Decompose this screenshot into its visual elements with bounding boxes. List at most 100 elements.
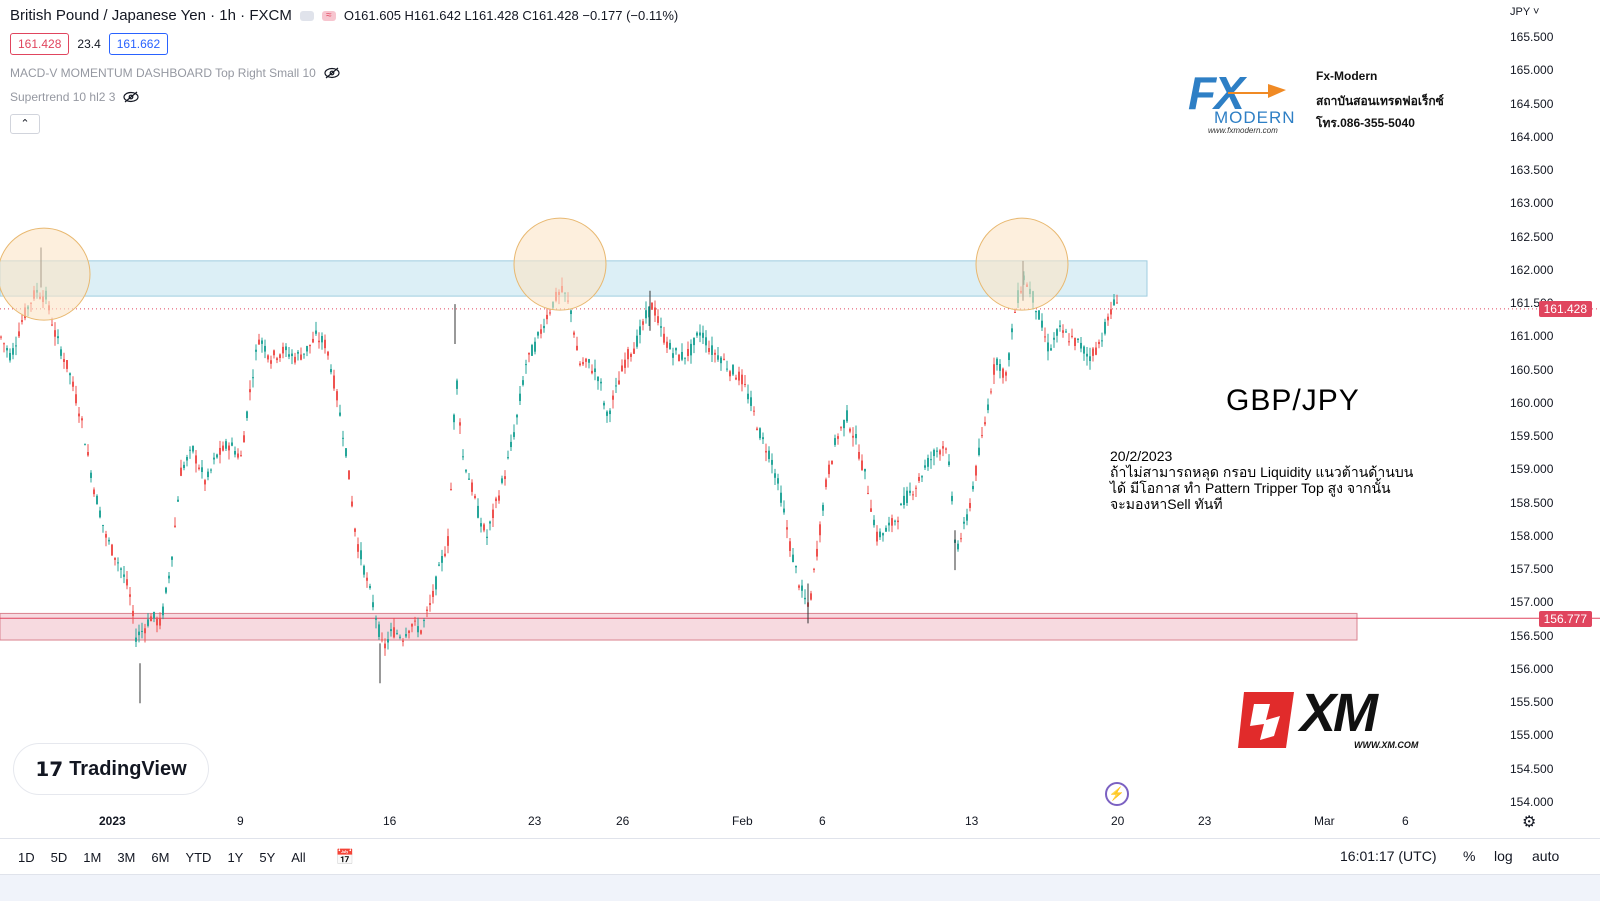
- candle-body: [624, 359, 626, 368]
- candle-body: [363, 565, 365, 575]
- candle-body: [873, 519, 875, 526]
- candle-body: [717, 355, 719, 360]
- candle-body: [1116, 302, 1118, 304]
- candle-body: [975, 465, 977, 476]
- calendar-icon[interactable]: 📅: [335, 849, 355, 866]
- candle-body: [165, 587, 167, 593]
- support-price-tag: 156.777: [1538, 611, 1592, 627]
- candle-body: [435, 576, 437, 590]
- highlight-circle: [513, 217, 607, 311]
- candle-body: [258, 339, 260, 345]
- candle-body: [537, 332, 539, 336]
- candle-body: [441, 556, 443, 563]
- utc-clock[interactable]: 16:01:17 (UTC): [1340, 848, 1437, 864]
- candle-body: [147, 619, 149, 626]
- candle-body: [9, 353, 11, 361]
- candle-body: [780, 492, 782, 503]
- candle-body: [66, 360, 68, 369]
- y-tick-label: 160.500: [1510, 362, 1554, 377]
- candle-body: [1107, 316, 1109, 321]
- eye-off-icon[interactable]: [123, 91, 140, 103]
- timeframe-3m[interactable]: 3M: [117, 849, 136, 865]
- candle-body: [123, 574, 125, 577]
- candle-body: [966, 514, 968, 521]
- candle-body: [1044, 336, 1046, 338]
- x-tick-label: 9: [237, 814, 244, 828]
- candle-body: [426, 609, 428, 611]
- candle-body: [390, 629, 392, 632]
- timeframe-1m[interactable]: 1M: [83, 849, 102, 865]
- candle-body: [489, 521, 491, 524]
- y-tick-label: 165.500: [1510, 30, 1554, 44]
- candle-body: [684, 357, 686, 359]
- candle-body: [375, 618, 377, 620]
- xm-logo-url: WWW.XM.COM: [1354, 740, 1419, 750]
- candle-body: [687, 348, 689, 356]
- candle-body: [594, 368, 596, 373]
- candle-body: [87, 452, 89, 456]
- timeframe-6m[interactable]: 6M: [151, 849, 170, 865]
- lightning-icon[interactable]: ⚡: [1105, 782, 1129, 806]
- candle-body: [720, 357, 722, 364]
- log-toggle[interactable]: log: [1494, 848, 1513, 864]
- candle-body: [939, 450, 941, 455]
- candle-body: [768, 450, 770, 460]
- collapse-legend-button[interactable]: ⌃: [10, 114, 40, 134]
- timeframe-1d[interactable]: 1D: [18, 849, 35, 865]
- tradingview-icon: 𝟭𝟳: [35, 758, 64, 781]
- candle-body: [765, 450, 767, 453]
- y-tick-label: 162.000: [1510, 262, 1554, 277]
- candle-body: [348, 470, 350, 480]
- candle-body: [381, 639, 383, 641]
- candle-body: [690, 343, 692, 356]
- timeframe-5y[interactable]: 5Y: [259, 849, 276, 865]
- fx-brand-name: Fx-Modern: [1316, 69, 1378, 83]
- candle-body: [903, 495, 905, 505]
- candle-body: [189, 449, 191, 451]
- candle-body: [1011, 328, 1013, 333]
- eye-off-icon[interactable]: [324, 67, 340, 79]
- candle-body: [477, 505, 479, 518]
- candle-body: [243, 435, 245, 443]
- candle-body: [174, 525, 176, 527]
- timeframe-all[interactable]: All: [291, 849, 306, 865]
- currency-selector[interactable]: JPY ˅: [1510, 6, 1540, 18]
- price-chart[interactable]: [0, 0, 1600, 838]
- candle-body: [711, 345, 713, 355]
- wave-pill-icon[interactable]: ≈: [321, 10, 336, 21]
- candle-body: [828, 464, 830, 475]
- candle-body: [171, 556, 173, 560]
- y-tick-label: 158.500: [1510, 495, 1554, 510]
- candle-body: [1035, 311, 1037, 313]
- candle-body: [729, 371, 731, 377]
- auto-toggle[interactable]: auto: [1532, 848, 1560, 864]
- minus-pill-icon[interactable]: [299, 10, 314, 21]
- gear-icon[interactable]: ⚙: [1522, 814, 1537, 831]
- indicator-supertrend[interactable]: Supertrend 10 hl2 3: [10, 90, 140, 104]
- candle-body: [411, 623, 413, 627]
- timeframe-1y[interactable]: 1Y: [227, 849, 244, 865]
- bottom-toolbar: 1D 5D 1M 3M 6M YTD 1Y 5Y All 📅: [0, 838, 1600, 875]
- timeframe-5d[interactable]: 5D: [50, 849, 68, 865]
- ask-price-button[interactable]: 161.662: [108, 33, 169, 55]
- percent-toggle[interactable]: %: [1463, 848, 1476, 864]
- candle-body: [519, 393, 521, 402]
- candle-body: [474, 495, 476, 499]
- candle-body: [222, 445, 224, 451]
- candle-body: [633, 348, 635, 354]
- candle-body: [408, 630, 410, 634]
- x-tick-label: 6: [1402, 814, 1409, 828]
- candle-body: [849, 428, 851, 432]
- bid-price-button[interactable]: 161.428: [10, 33, 70, 55]
- candle-body: [891, 518, 893, 526]
- tradingview-logo[interactable]: 𝟭𝟳 TradingView: [14, 744, 208, 794]
- candle-body: [84, 444, 86, 446]
- candle-body: [1074, 337, 1076, 346]
- candle-body: [21, 320, 23, 322]
- symbol-title[interactable]: British Pound / Japanese Yen · 1h · FXCM: [10, 7, 292, 24]
- indicator-macd[interactable]: MACD-V MOMENTUM DASHBOARD Top Right Smal…: [10, 66, 340, 80]
- candle-body: [201, 467, 203, 473]
- timeframe-ytd[interactable]: YTD: [185, 849, 212, 865]
- candle-body: [351, 501, 353, 507]
- candle-body: [984, 422, 986, 425]
